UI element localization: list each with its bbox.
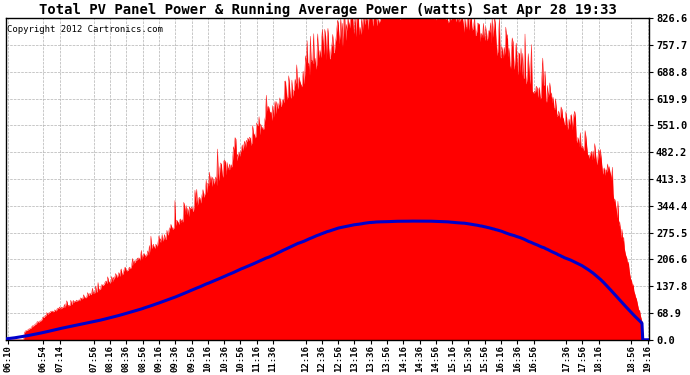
Text: Copyright 2012 Cartronics.com: Copyright 2012 Cartronics.com [8,24,164,33]
Title: Total PV Panel Power & Running Average Power (watts) Sat Apr 28 19:33: Total PV Panel Power & Running Average P… [39,3,616,17]
